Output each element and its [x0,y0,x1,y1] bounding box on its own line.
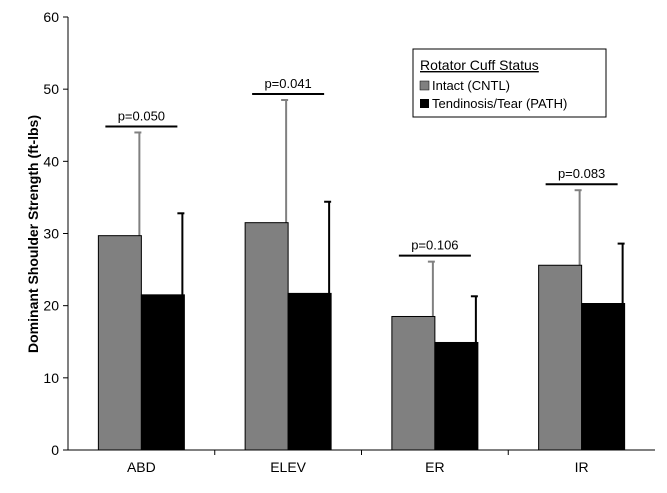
category-group-elev: ELEV p=0.041 [244,76,362,475]
legend-swatch-cntl [419,80,430,91]
legend-swatch-path [420,99,429,108]
category-group-er: ER p=0.106 [391,238,509,475]
bar-cntl [391,315,436,451]
legend: Rotator Cuff Status Intact (CNTL) Tendin… [412,48,607,118]
bar-path [140,294,185,451]
x-category-label: ABD [127,459,156,475]
x-category-label: ER [425,459,444,475]
bar-path [581,303,626,451]
bar-cntl [97,235,142,451]
y-axis-label: Dominant Shoulder Strength (ft-lbs) [25,115,41,353]
y-tick-label: 40 [43,153,59,169]
p-value-label: p=0.083 [558,166,605,181]
legend-label-cntl: Intact (CNTL) [432,78,510,93]
y-tick-label: 60 [43,9,59,25]
legend-box [412,48,607,118]
p-value-label: p=0.041 [264,76,311,91]
bar-cntl [538,264,583,451]
x-category-label: ELEV [270,459,306,475]
legend-title: Rotator Cuff Status [420,57,539,73]
y-tick-label: 30 [43,226,59,242]
bar-path [434,341,479,451]
bar-path [287,292,332,451]
y-tick-label: 10 [43,370,59,386]
p-value-label: p=0.050 [118,108,165,123]
y-tick-label: 50 [43,81,59,97]
plot-area: 0 10 20 30 40 50 60 ABD p=0.050 ELEV p=0.041 ER p=0.… [43,9,655,475]
x-category-label: IR [575,459,589,475]
legend-label-path: Tendinosis/Tear (PATH) [432,96,567,111]
category-group-abd: ABD p=0.050 [97,108,216,475]
category-group-ir: IR p=0.083 [538,166,626,475]
y-tick-label: 20 [43,298,59,314]
p-value-label: p=0.106 [411,238,458,253]
y-tick-label: 0 [51,442,59,458]
bar-cntl [244,222,289,451]
